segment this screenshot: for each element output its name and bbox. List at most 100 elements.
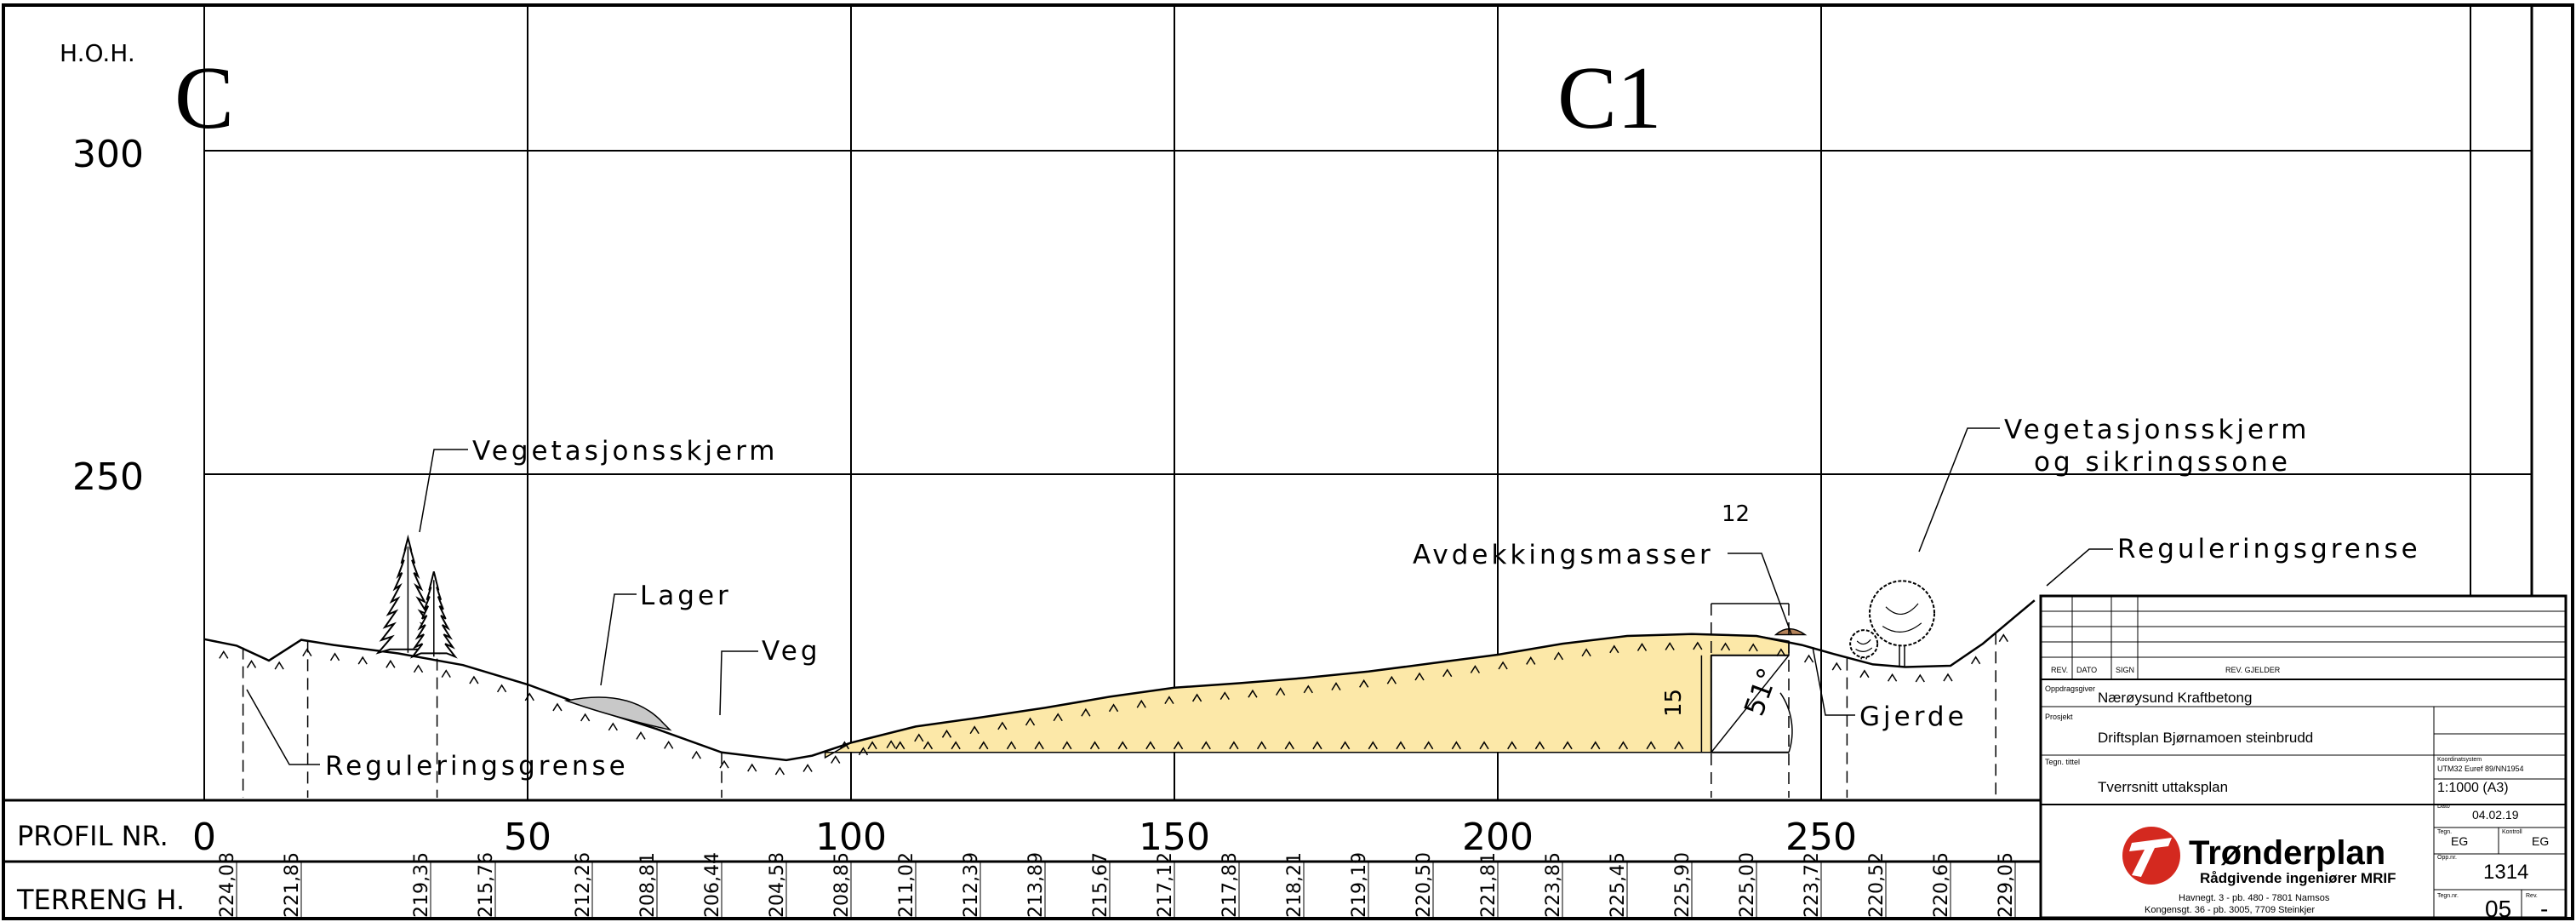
terrain-hatch	[1665, 642, 1675, 650]
koord-label: Koordinatsystem	[2437, 757, 2482, 763]
label-vegetation-right-1: Vegetasjonsskjerm	[2004, 415, 2310, 445]
company-logo	[2122, 827, 2180, 885]
bench-hatch	[1424, 741, 1434, 750]
axis-ylabel: H.O.H.	[60, 39, 135, 67]
terrain-hatch	[1219, 691, 1230, 701]
terrain-hatch	[219, 650, 229, 659]
terrain-height-6: 206,44	[702, 852, 723, 918]
terrain-height-21: 225,90	[1672, 852, 1694, 918]
terrain-hatch	[747, 763, 757, 772]
terrain-hatch	[803, 764, 813, 772]
company-address-2: Kongensgt. 36 - pb. 3005, 7709 Steinkjer	[2145, 905, 2315, 915]
terrain-hatch	[1693, 641, 1703, 650]
bench-hatch	[1507, 741, 1517, 750]
rev-label: Rev.	[2526, 893, 2538, 899]
label-reguleringsgrense-left: Reguleringsgrense	[325, 751, 629, 782]
bench-hatch	[1534, 741, 1545, 750]
section-label-start: C	[174, 48, 234, 147]
terrain-height-14: 217,83	[1219, 852, 1241, 918]
x-tick-label-0: 0	[192, 816, 216, 859]
terrain-hatch	[886, 740, 896, 749]
terrain-height-22: 225,00	[1737, 852, 1758, 918]
leader-lager	[600, 593, 637, 686]
x-tick-label-1: 50	[504, 816, 551, 859]
terrain-hatch	[1803, 654, 1814, 663]
leader-vegetation-right	[1918, 427, 2000, 553]
terrain-hatch	[914, 733, 924, 742]
rev-header-rev: REV.	[2051, 666, 2068, 674]
terrain-hatch	[1526, 656, 1536, 665]
x-tick-label-2: 100	[815, 816, 887, 859]
bench-hatch	[1089, 741, 1100, 750]
rev-value: -	[2540, 896, 2548, 922]
bench-hatch	[1618, 741, 1629, 750]
bench-hatch	[1201, 741, 1211, 750]
bench-hatch	[867, 741, 877, 750]
drawing-frame	[2, 3, 2574, 920]
bench-hatch	[1674, 741, 1684, 750]
terrain-hatch	[302, 648, 312, 657]
terrain-hatch	[1108, 703, 1119, 713]
terrain-hatch	[691, 750, 701, 759]
oppdr-nr-label: Opp.nr.	[2437, 855, 2457, 861]
leader-vegetation-left	[419, 449, 468, 533]
label-gjerde: Gjerde	[1859, 702, 1968, 732]
bench-hatch	[1591, 741, 1601, 750]
lager-pile	[563, 696, 672, 731]
leader-avdekkingsmasser	[1728, 553, 1792, 635]
oppdragsgiver-label: Oppdragsgiver	[2045, 684, 2095, 693]
bench-hatch	[979, 741, 989, 750]
deciduous-tree-1-branches	[1882, 603, 1922, 633]
rev-header-dato: DATO	[2076, 666, 2097, 674]
terrain-hatch	[858, 747, 869, 756]
prosjekt-label: Prosjekt	[2045, 713, 2073, 721]
leader-veg	[719, 650, 758, 716]
terrain-height-18: 221,81	[1478, 852, 1499, 918]
angle-label: 51°	[1738, 663, 1785, 719]
terrain-hatch	[1136, 699, 1146, 708]
bench-hatch	[951, 741, 961, 750]
outer-border	[2, 3, 2574, 920]
terrain-hatch	[969, 725, 980, 735]
terrain-height-3: 215,76	[476, 852, 497, 918]
bench-hatch	[1340, 741, 1351, 750]
terrain-hatch	[774, 766, 785, 776]
terrain-hatch	[1581, 648, 1591, 657]
deciduous-tree-2-branches	[1855, 639, 1873, 652]
terrain-hatch	[1359, 679, 1369, 688]
terrain-height-23: 223,72	[1802, 852, 1823, 918]
company-address-1: Havnegt. 3 - pb. 480 - 7801 Namsos	[2179, 893, 2330, 903]
terrain-height-11: 213,89	[1025, 852, 1047, 918]
bench-hatch	[1229, 741, 1239, 750]
terrain-height-17: 220,50	[1414, 852, 1435, 918]
dim-height: 15	[1661, 689, 1687, 717]
bench-hatch	[1396, 741, 1406, 750]
terrain-height-20: 225,45	[1608, 852, 1629, 918]
terrain-height-9: 211,02	[896, 852, 917, 918]
terrain-hatch	[413, 664, 424, 673]
terrain-hatch	[469, 675, 479, 684]
bench-hatch	[1256, 741, 1267, 750]
x-tick-label-4: 200	[1462, 816, 1534, 859]
terrain-height-19: 223,85	[1543, 852, 1564, 918]
terrain-height-13: 217,12	[1155, 852, 1176, 918]
y-tick-300: 300	[72, 133, 144, 176]
kontroll-value: EG	[2532, 834, 2549, 848]
dato-value: 04.02.19	[2472, 808, 2519, 822]
tegn-nr-value: 05	[2485, 896, 2511, 922]
terrain-hatch	[441, 669, 451, 679]
terrain-height-8: 208,85	[831, 852, 853, 918]
terrain-height-25: 220,65	[1931, 852, 1952, 918]
terrain-hatch	[1248, 689, 1258, 698]
terrain-hatch	[1831, 661, 1842, 671]
scale-value: 1:1000 (A3)	[2437, 781, 2509, 795]
terrain-hatch	[636, 730, 646, 740]
rev-header-gjelder: REV. GJELDER	[2225, 666, 2281, 674]
terrain-hatch	[1053, 713, 1063, 722]
label-vegetation-left: Vegetasjonsskjerm	[472, 436, 779, 467]
bench-hatch	[1117, 741, 1128, 750]
terrain-hatch	[1859, 669, 1870, 679]
terrain-hatch	[552, 702, 563, 712]
terrain-hatch	[580, 713, 591, 722]
deciduous-tree-1-trunk	[1899, 645, 1905, 667]
